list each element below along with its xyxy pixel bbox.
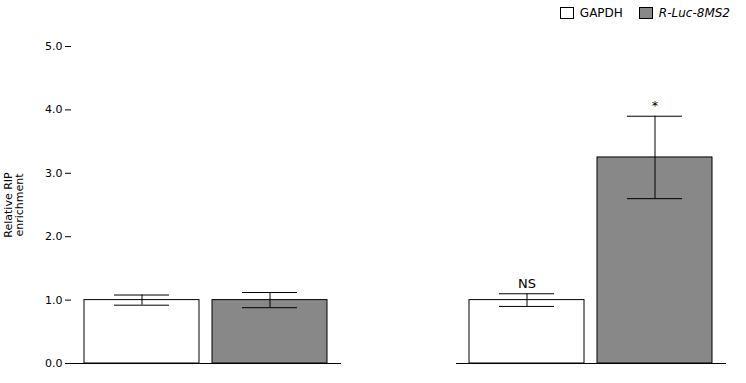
svg-text:NS: NS — [518, 276, 536, 291]
svg-text:2.0: 2.0 — [45, 230, 63, 243]
svg-text:4.0: 4.0 — [45, 103, 63, 116]
svg-text:3.0: 3.0 — [45, 167, 63, 180]
html-text:GAPDH: GAPDH — [579, 6, 623, 20]
svg-text:0.0: 0.0 — [45, 357, 63, 370]
svg-text:1.0: 1.0 — [45, 294, 63, 307]
svg-text:Relative RIPenrichment: Relative RIPenrichment — [2, 172, 26, 238]
svg-text:5.0: 5.0 — [45, 40, 63, 53]
html-text:R-Luc-8MS2: R-Luc-8MS2 — [658, 6, 730, 20]
svg-text:*: * — [652, 98, 659, 113]
